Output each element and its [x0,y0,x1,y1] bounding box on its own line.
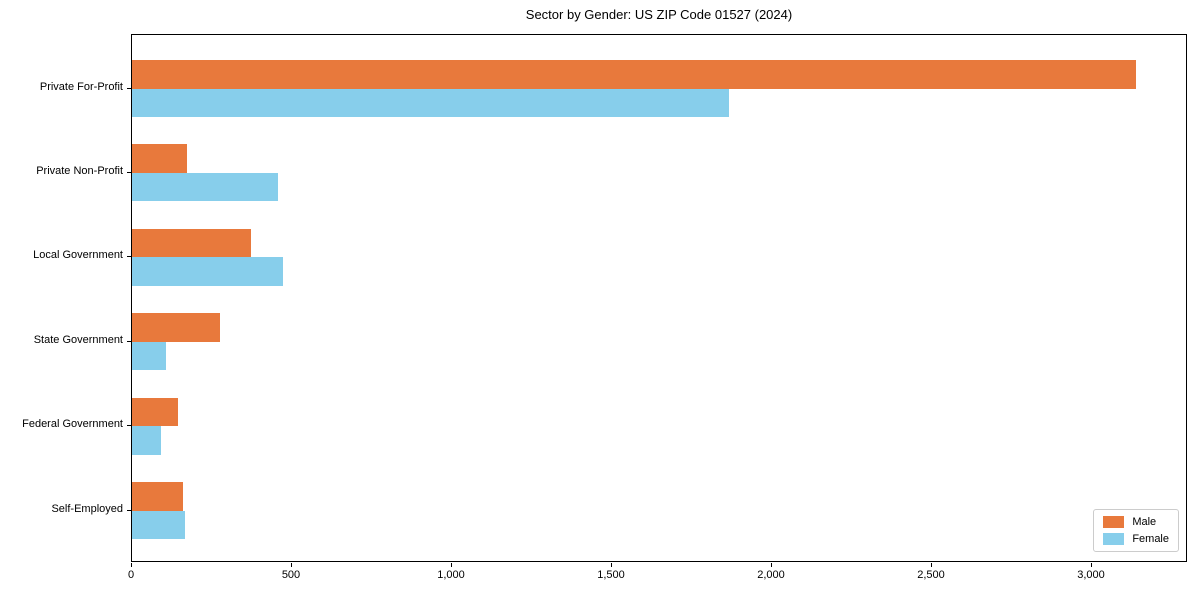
x-tick [131,563,132,567]
x-tick-label: 500 [281,569,301,581]
y-axis-label: Federal Government [22,418,123,431]
bar-female-3 [132,257,284,286]
x-tick [451,563,452,567]
bar-male-5 [132,397,179,427]
x-tick [291,563,292,567]
chart-title: Sector by Gender: US ZIP Code 01527 (202… [525,7,793,22]
legend-swatch-icon [1103,533,1125,545]
x-tick [1091,563,1092,567]
y-axis-label: Local Government [33,249,123,262]
bar-female-1 [132,88,730,117]
x-tick-label: 0 [127,569,135,581]
y-tick [127,87,131,89]
x-tick-label: 1,000 [437,569,465,581]
y-axis-label: Private For-Profit [39,80,123,93]
x-tick-label: 2,500 [917,569,945,581]
legend-item-female: Female [1103,533,1169,545]
bar-male-1 [132,60,1137,89]
x-tick [931,563,932,567]
legend-label: Female [1132,533,1169,545]
bar-female-2 [132,172,278,202]
y-tick [127,256,131,258]
x-tick [611,563,612,567]
x-tick-label: 2,000 [757,569,785,581]
legend-swatch-icon [1103,516,1125,528]
bar-male-2 [132,144,188,173]
bar-female-4 [132,341,166,371]
x-tick-label: 3,000 [1077,569,1105,581]
y-tick [127,340,131,342]
x-tick [771,563,772,567]
y-axis-label: Self-Employed [51,502,123,515]
bar-male-4 [132,313,220,342]
plot-area: Male Female [131,34,1187,562]
bar-male-3 [132,228,252,258]
legend: Male Female [1093,509,1179,552]
y-axis-label: Private Non-Profit [36,164,123,177]
y-tick [127,509,131,511]
y-tick [127,425,131,427]
bar-female-5 [132,426,162,455]
bar-female-6 [132,510,186,539]
x-tick-label: 1,500 [597,569,625,581]
bar-male-6 [132,482,183,511]
legend-label: Male [1132,516,1157,528]
y-axis-label: State Government [33,333,123,346]
y-tick [127,171,131,173]
legend-item-male: Male [1103,516,1169,528]
